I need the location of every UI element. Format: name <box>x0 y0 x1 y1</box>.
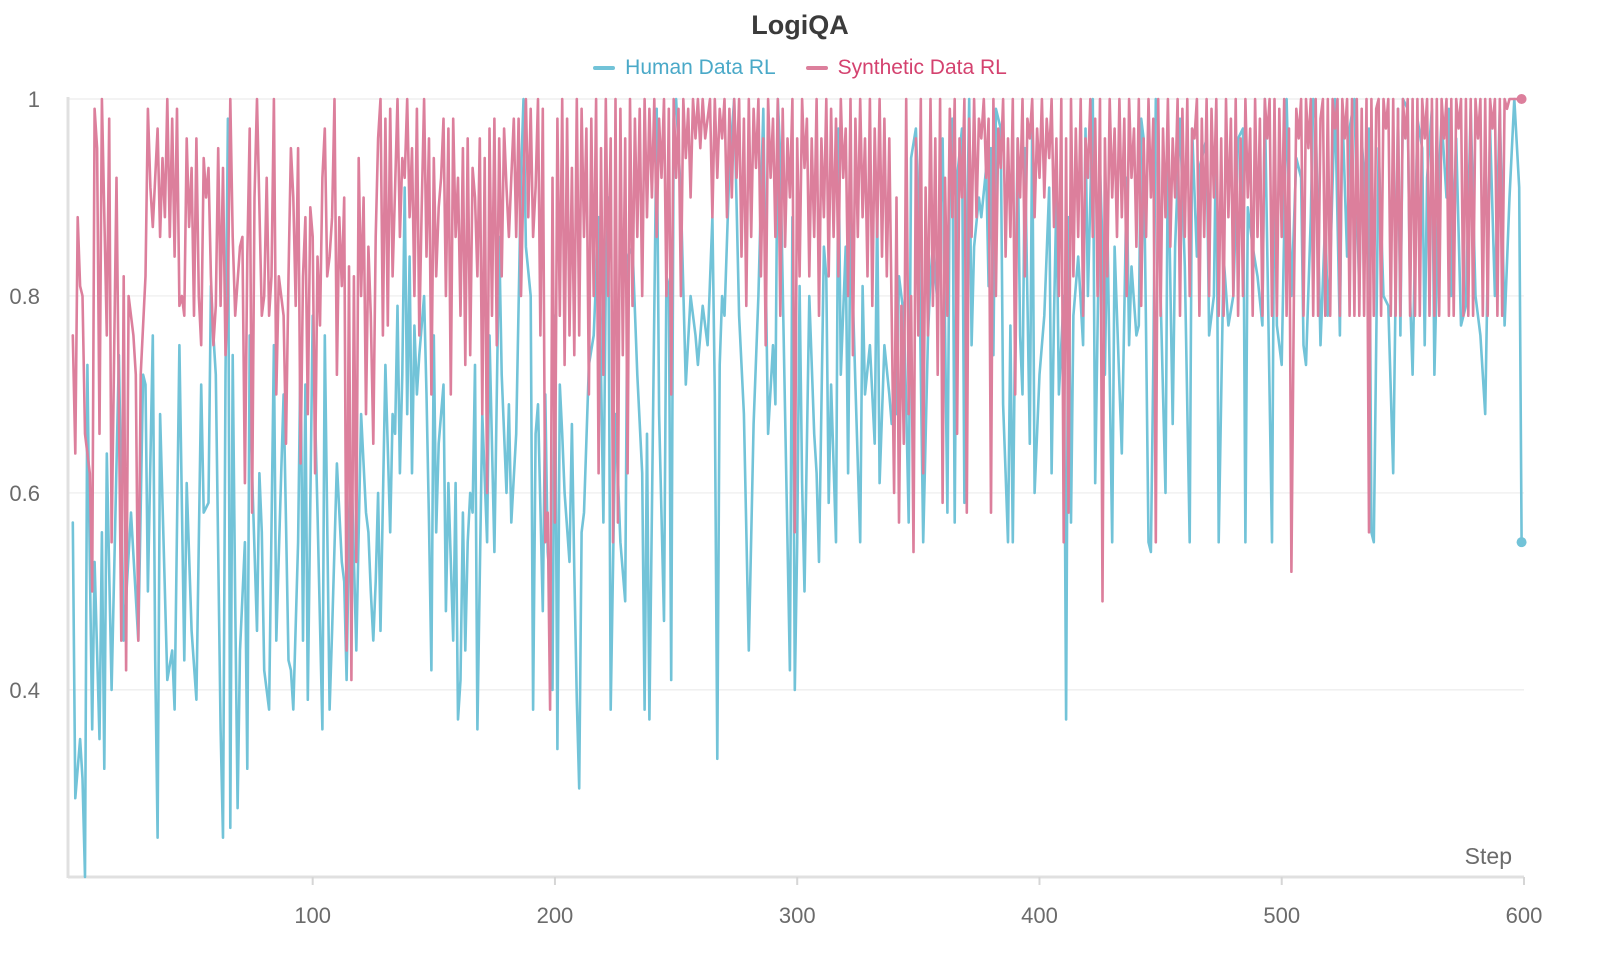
legend-label-human: Human Data RL <box>625 56 776 79</box>
legend-item-human[interactable]: Human Data RL <box>593 56 776 80</box>
end-marker-synthetic <box>1516 94 1527 104</box>
x-tick-label: 500 <box>1263 903 1300 928</box>
series-line-human <box>71 97 1523 879</box>
y-tick-label: 0.4 <box>9 678 40 703</box>
y-tick-label: 0.6 <box>9 481 40 506</box>
x-tick-label: 300 <box>779 903 816 928</box>
x-tick-label: 400 <box>1021 903 1058 928</box>
x-tick-label: 600 <box>1506 903 1543 928</box>
legend: Human Data RL Synthetic Data RL <box>0 56 1600 80</box>
legend-item-synthetic[interactable]: Synthetic Data RL <box>805 56 1007 80</box>
legend-swatch-synthetic <box>805 66 828 71</box>
end-marker-human <box>1516 537 1527 548</box>
legend-swatch-human <box>593 66 616 71</box>
y-tick-label: 0.8 <box>9 284 40 309</box>
x-tick-label: 100 <box>294 903 331 928</box>
y-tick-label: 1 <box>28 87 40 112</box>
chart-title: LogiQA <box>751 10 849 40</box>
x-axis-title: Step <box>1465 843 1512 869</box>
legend-label-synthetic: Synthetic Data RL <box>837 56 1007 79</box>
series-line-synthetic <box>71 97 1523 711</box>
x-tick-label: 200 <box>537 903 574 928</box>
